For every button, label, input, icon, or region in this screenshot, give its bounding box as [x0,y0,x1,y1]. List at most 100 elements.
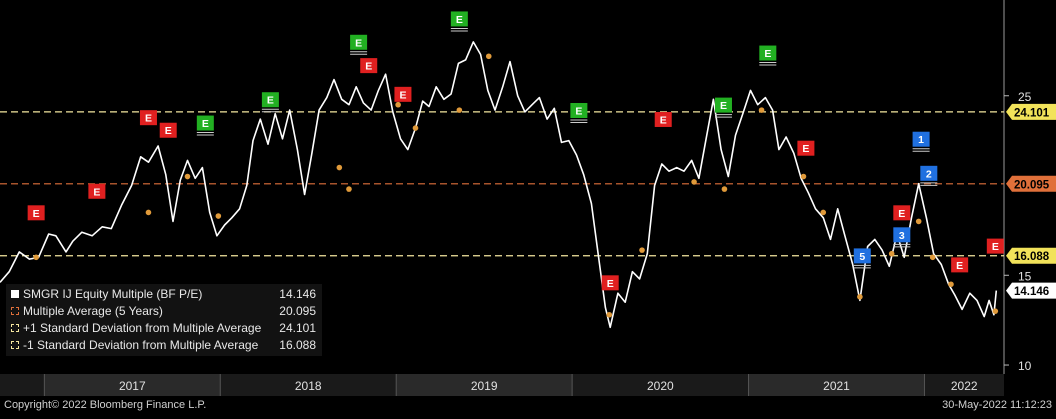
event-marker-dot [948,281,954,288]
event-marker-dot [412,125,419,131]
x-tick-label: 2019 [471,379,498,393]
reference-value-label: 16.088 [1014,251,1050,263]
event-badge-green [261,92,279,108]
x-tick-label: 2020 [647,379,674,393]
event-badge-red [951,257,969,273]
event-badge-text: E [992,241,999,253]
event-marker-dot [215,213,222,219]
event-badge-text: E [956,260,963,272]
legend-row-multiple: SMGR IJ Equity Multiple (BF P/E) 14.146 [6,287,322,304]
event-badge-text: E [399,89,406,101]
event-badge-blue [853,248,871,264]
event-marker-dot [336,164,343,171]
x-axis-year-band [924,374,1004,396]
event-badge-text: 5 [859,251,865,263]
event-badge-green [450,11,468,27]
event-marker-dot [820,209,827,216]
event-marker-dot [639,247,645,253]
legend-swatch-dashed [11,324,19,332]
event-badge-text: E [456,14,463,26]
event-marker-dot [395,101,401,108]
event-badge-text: E [575,105,582,117]
legend-row-average: Multiple Average (5 Years) 20.095 [6,304,322,321]
event-badge-green [350,34,368,50]
event-marker-dot [888,250,895,257]
event-badge-red [797,140,815,156]
x-tick-label: 2017 [119,379,146,393]
event-marker-dot [184,173,191,180]
x-axis-year-band [220,374,397,396]
event-marker-dot [758,107,765,113]
event-badge-red [139,110,157,126]
event-marker-dot [33,254,39,261]
event-marker-dot [456,107,463,113]
event-badge-red [360,58,378,74]
event-badge-red [986,238,1004,254]
legend: SMGR IJ Equity Multiple (BF P/E) 14.146 … [6,284,322,356]
event-badge-red [601,275,619,291]
event-marker-dot [606,311,613,318]
event-badge-red [159,122,177,138]
event-badge-text: E [33,208,40,220]
reference-value-tag [1006,247,1056,264]
event-badge-red [654,111,672,127]
legend-row-minus-sd: -1 Standard Deviation from Multiple Aver… [6,338,322,355]
last-value-label: 14.146 [1014,286,1049,298]
legend-label: -1 Standard Deviation from Multiple Aver… [23,338,259,352]
event-badge-text: E [355,37,362,49]
event-badge-red [88,183,106,199]
event-badge-green [196,115,214,131]
legend-value: 16.088 [279,338,316,352]
legend-label: Multiple Average (5 Years) [23,304,163,318]
event-marker-dot [145,209,152,216]
x-tick-label: 2021 [823,379,850,393]
event-marker-dot [485,53,492,60]
event-badge-red [27,205,45,221]
y-tick-label: 25 [1018,90,1032,104]
event-badge-text: E [93,186,100,198]
reference-value-label: 20.095 [1014,179,1050,191]
x-axis-year-band [44,374,221,396]
event-badge-text: E [267,95,274,107]
event-badge-text: 3 [899,230,905,242]
event-badge-text: E [660,114,667,126]
event-badge-text: 1 [918,134,924,146]
event-marker-dot [346,186,352,192]
event-badge-blue [893,227,911,243]
reference-value-tag [1006,175,1056,192]
legend-value: 24.101 [279,321,316,335]
event-badge-red [893,205,911,221]
last-value-tag [1006,282,1056,299]
event-badge-red [394,86,412,102]
reference-value-label: 24.101 [1014,107,1050,119]
event-badge-text: E [898,208,905,220]
event-badge-text: E [145,113,152,125]
event-badge-green [714,97,732,113]
event-badge-text: E [720,100,727,112]
y-tick-label: 10 [1018,359,1032,373]
event-badge-green [570,102,588,118]
event-badge-text: E [202,118,209,130]
legend-swatch-solid [11,290,19,298]
event-badge-text: E [764,48,771,60]
legend-label: +1 Standard Deviation from Multiple Aver… [23,321,262,335]
legend-value: 14.146 [279,287,316,301]
x-tick-label: 2022 [951,379,978,393]
event-marker-dot [929,254,936,261]
timestamp-text: 30-May-2022 11:12:23 [942,399,1052,411]
event-marker-dot [915,218,922,225]
legend-row-plus-sd: +1 Standard Deviation from Multiple Aver… [6,321,322,338]
event-badge-text: E [802,143,809,155]
x-axis-year-band [396,374,573,396]
x-axis-year-band [572,374,749,396]
x-tick-label: 2018 [295,379,322,393]
event-badge-text: 2 [926,168,932,180]
event-marker-dot [857,294,863,300]
event-badge-text: E [165,125,172,137]
event-marker-dot [800,173,807,180]
legend-swatch-dashed [11,307,19,315]
x-axis-year-band [748,374,925,396]
event-badge-blue [912,131,930,147]
